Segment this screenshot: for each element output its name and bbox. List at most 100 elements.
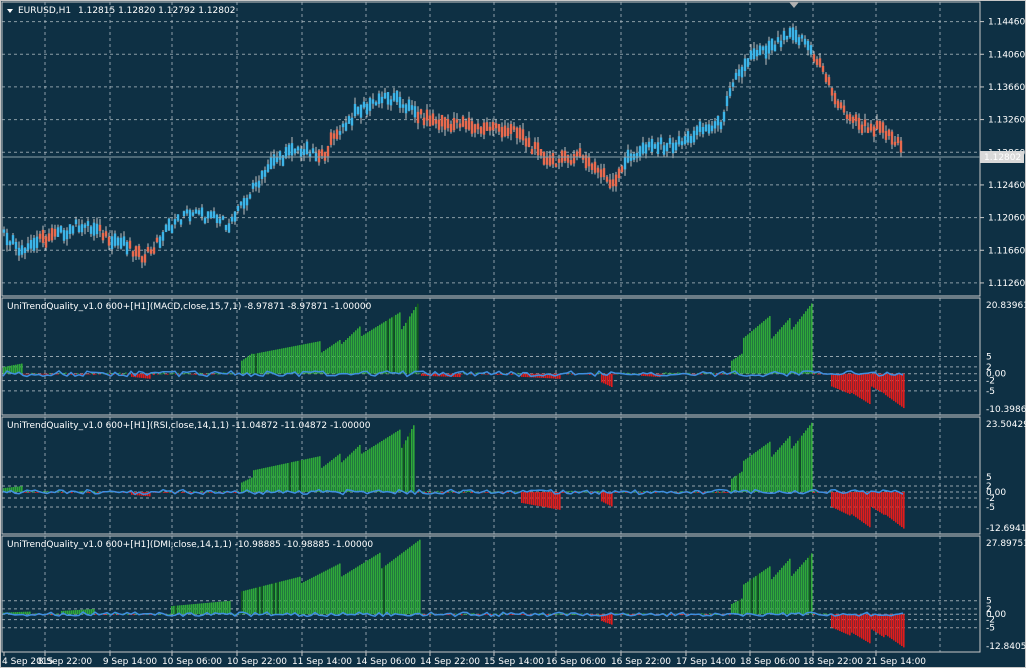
histogram-bar [865,492,867,525]
histogram-bar [359,565,361,615]
histogram-bar [835,373,837,389]
candle-body [356,106,360,115]
level-label: -2 [986,494,995,504]
candle-body [887,129,891,136]
histogram-bar [13,612,15,615]
histogram-bar [791,575,793,615]
candle-body [362,101,366,108]
candle-body [881,122,885,133]
histogram-bar [11,365,13,374]
candle-body [422,117,426,126]
histogram-bar [487,492,489,493]
histogram-bar [795,443,797,492]
histogram-bar [523,373,525,377]
histogram-bar [493,491,495,493]
histogram-bar [747,457,749,492]
level-label: 2 [986,605,992,615]
candle-body [269,156,273,169]
candle-body [386,92,390,105]
histogram-bar [677,372,679,374]
histogram-bar [109,373,111,375]
histogram-bar [777,449,779,492]
histogram-bar [179,491,181,493]
histogram-bar [871,492,873,508]
histogram-bar [259,586,261,615]
histogram-bar [221,492,223,493]
histogram-bar [463,492,465,493]
histogram-bar [449,491,451,493]
histogram-bar [259,468,261,492]
histogram-bar [191,492,193,494]
histogram-bar [835,614,837,630]
histogram-bar [897,373,899,404]
histogram-bar [35,373,37,375]
histogram-bar [193,373,195,375]
histogram-bar [733,602,735,615]
histogram-bar [273,350,275,374]
histogram-bar [533,492,535,506]
histogram-bar [317,341,319,374]
histogram-bar [779,447,781,492]
histogram-bar [325,464,327,492]
histogram-bar [285,580,287,615]
histogram-bar [757,326,759,374]
histogram-bar [167,492,169,493]
histogram-bar [71,610,73,615]
candle-body [761,46,765,51]
candle-body [32,237,36,251]
histogram-bar [331,567,333,615]
candle-body [809,45,813,55]
candle-body [770,38,774,51]
candle-body [509,124,513,134]
histogram-bar [637,373,639,375]
histogram-bar [275,582,277,615]
histogram-bar [121,373,123,375]
histogram-bar [423,373,425,376]
candle-body [200,207,204,217]
histogram-bar [811,303,813,374]
histogram-bar [289,346,291,374]
histogram-bar [93,373,95,376]
histogram-bar [213,373,215,375]
candle-body [92,222,96,236]
histogram-bar [861,614,863,639]
histogram-bar [281,348,283,374]
candle-body [833,92,837,105]
time-axis-label: 11 Sep 14:00 [292,657,352,667]
symbol-label: EURUSD,H1 [18,6,71,16]
histogram-bar [873,492,875,509]
histogram-bar [803,313,805,374]
histogram-bar [895,492,897,523]
candle-body [161,231,165,241]
candle-body [512,126,516,130]
candle-body [122,236,126,246]
histogram-bar [399,429,401,492]
histogram-bar [255,353,257,374]
histogram-bar [863,373,865,401]
histogram-bar [679,491,681,493]
candle-body [542,151,546,165]
histogram-bar [373,556,375,615]
candle-body [587,156,591,167]
histogram-bar [797,440,799,492]
candle-body [257,180,261,188]
histogram-bar [901,492,903,528]
time-axis-label: 16 Sep 06:00 [546,657,606,667]
histogram-bar [277,349,279,374]
histogram-bar [351,452,353,492]
histogram-bar [197,603,199,615]
histogram-bar [471,613,473,615]
signal-line [2,611,904,618]
histogram-bar [55,373,57,375]
time-axis-label: 4 Sep 2015 [2,657,53,667]
candle-body [842,105,846,113]
histogram-bar [461,614,463,616]
histogram-bar [883,614,885,638]
histogram-bar [421,613,423,615]
signal-line [2,488,904,496]
histogram-bar [19,486,21,492]
candle-body [857,117,861,130]
histogram-bar [599,491,601,493]
